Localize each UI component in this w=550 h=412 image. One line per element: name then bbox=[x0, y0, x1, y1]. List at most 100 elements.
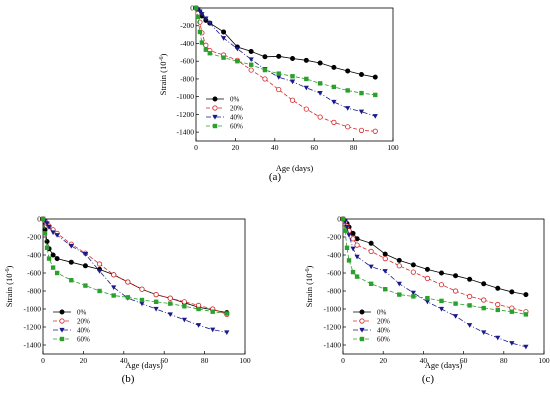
data-point bbox=[344, 225, 350, 230]
x-tick-label: 20 bbox=[232, 143, 240, 152]
data-point bbox=[346, 233, 352, 238]
legend-marker bbox=[359, 318, 365, 324]
data-point bbox=[153, 306, 159, 312]
series-line bbox=[195, 7, 376, 117]
series-0pct bbox=[193, 5, 378, 80]
x-tick-label: 40 bbox=[420, 356, 428, 365]
data-point bbox=[203, 47, 209, 52]
legend-entry: 40% bbox=[353, 327, 390, 335]
data-point bbox=[168, 301, 173, 306]
data-point bbox=[368, 264, 374, 270]
data-point bbox=[495, 307, 500, 313]
data-point bbox=[234, 46, 240, 52]
data-point bbox=[224, 330, 230, 335]
y-tick-label: -400 bbox=[180, 39, 194, 48]
data-point bbox=[368, 281, 374, 286]
data-point bbox=[358, 72, 364, 78]
data-point bbox=[481, 297, 487, 303]
legend-marker bbox=[359, 309, 365, 315]
data-point bbox=[396, 263, 402, 269]
legend-entry: 20% bbox=[353, 318, 390, 326]
data-point bbox=[344, 245, 350, 250]
series-line bbox=[342, 218, 526, 348]
y-tick-label: 0 bbox=[190, 4, 194, 13]
data-point bbox=[139, 297, 145, 303]
series-line bbox=[42, 218, 227, 315]
data-point bbox=[345, 106, 351, 111]
data-point bbox=[523, 292, 529, 298]
data-point bbox=[248, 57, 254, 63]
data-point bbox=[199, 12, 205, 17]
y-tick-label: -1000 bbox=[324, 305, 342, 314]
data-point bbox=[410, 290, 416, 296]
y-axis-label: Strain (10-6) bbox=[304, 266, 314, 308]
data-point bbox=[481, 305, 486, 311]
data-point bbox=[345, 124, 351, 130]
data-point bbox=[289, 97, 296, 103]
data-point bbox=[125, 295, 131, 300]
y-tick-label: -800 bbox=[327, 287, 341, 296]
x-tick-label: 100 bbox=[239, 356, 251, 365]
legend-entry: 0% bbox=[353, 309, 387, 317]
data-point bbox=[50, 265, 56, 270]
data-point bbox=[439, 298, 444, 304]
data-point bbox=[199, 40, 205, 45]
y-tick-label: -1200 bbox=[24, 323, 42, 332]
chart-panel-1: 0 20 40 60 80 100 0 -200 -400 -600 -800 -1000 -1200 -… bbox=[158, 4, 399, 184]
data-point bbox=[523, 312, 529, 317]
y-tick-label: -600 bbox=[180, 57, 194, 66]
x-tick-label: 60 bbox=[160, 356, 168, 365]
series-60pct bbox=[40, 216, 230, 316]
data-point bbox=[331, 84, 337, 90]
legend-entry: 40% bbox=[53, 327, 90, 335]
data-point bbox=[82, 252, 89, 257]
data-point bbox=[495, 285, 501, 291]
data-point bbox=[193, 5, 199, 11]
legend-label: 60% bbox=[77, 336, 90, 344]
data-point bbox=[111, 293, 116, 298]
data-point bbox=[207, 51, 212, 56]
data-point bbox=[340, 216, 346, 222]
y-tick-label: -1000 bbox=[24, 305, 42, 314]
data-point bbox=[262, 76, 268, 82]
data-point bbox=[438, 306, 445, 312]
data-point bbox=[317, 60, 323, 66]
data-point bbox=[467, 276, 473, 282]
data-point bbox=[97, 288, 102, 294]
data-point bbox=[350, 236, 356, 242]
legend-label: 40% bbox=[77, 327, 90, 335]
y-tick-label: -1200 bbox=[324, 323, 342, 332]
data-point bbox=[354, 254, 360, 260]
y-tick-label: -800 bbox=[180, 74, 194, 83]
legend-marker bbox=[59, 318, 65, 324]
data-point bbox=[220, 36, 227, 41]
data-point bbox=[467, 323, 473, 328]
data-point bbox=[350, 269, 356, 275]
x-tick-label: 0 bbox=[194, 143, 198, 152]
legend-marker bbox=[59, 309, 65, 315]
chart-panel-2: 0 20 40 60 80 100 0 -200 -400 -600 -800 -1000 -1200 -… bbox=[4, 215, 251, 386]
y-tick-label: -200 bbox=[27, 233, 41, 242]
data-point bbox=[495, 335, 501, 341]
data-point bbox=[167, 295, 173, 301]
legend-label: 40% bbox=[230, 114, 243, 122]
legend-label: 0% bbox=[377, 309, 387, 317]
data-point bbox=[181, 317, 187, 323]
data-point bbox=[248, 48, 254, 54]
series-0pct bbox=[340, 216, 529, 298]
data-point bbox=[509, 309, 515, 314]
x-tick-label: 20 bbox=[80, 356, 88, 365]
x-axis-label: Age (days) bbox=[125, 360, 163, 370]
legend-entry: 0% bbox=[206, 96, 240, 104]
data-point bbox=[46, 256, 52, 261]
data-point bbox=[372, 114, 378, 119]
data-point bbox=[182, 304, 187, 309]
data-point bbox=[411, 294, 416, 299]
y-tick-label: -600 bbox=[327, 269, 341, 278]
data-point bbox=[452, 314, 459, 319]
x-tick-label: 0 bbox=[341, 356, 345, 365]
data-point bbox=[167, 312, 173, 317]
legend-marker bbox=[212, 123, 218, 129]
data-point bbox=[354, 242, 360, 248]
data-point bbox=[153, 291, 159, 298]
